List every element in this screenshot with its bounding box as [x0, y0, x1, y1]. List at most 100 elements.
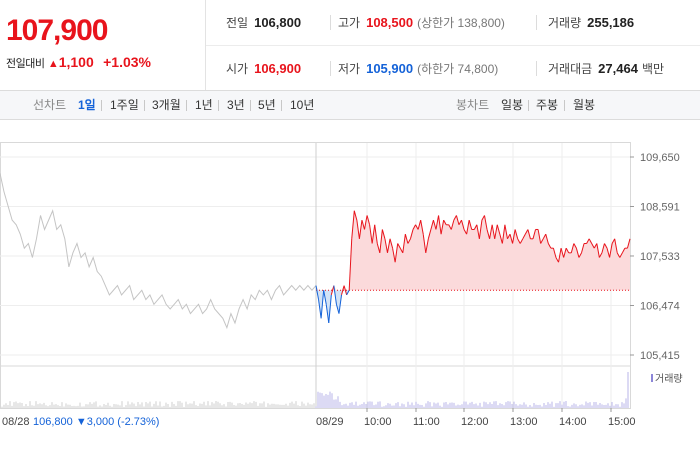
x-tick-label: 14:00	[559, 416, 587, 428]
price-line-segment	[369, 224, 373, 244]
price-line-segment	[499, 234, 503, 244]
price-line-segment	[458, 219, 462, 226]
tab-10year[interactable]: 10년	[290, 98, 315, 112]
price-line-segment	[335, 304, 340, 314]
stats-row: 시가 106,900 저가 105,900 (하한가 74,800) 거래대금 27,4…	[206, 45, 700, 91]
price-line-segment	[341, 285, 345, 296]
price-line-segment	[468, 219, 473, 230]
price-line-segment	[455, 215, 460, 225]
price-line-segment	[364, 215, 368, 230]
price-line-segment	[478, 220, 483, 239]
price-line-segment	[376, 243, 381, 253]
price-line-segment	[323, 290, 327, 305]
price-line-segment	[453, 215, 457, 221]
x-tick-label: 10:00	[364, 416, 392, 428]
price-line-segment	[619, 252, 623, 258]
price-line-segment	[486, 229, 491, 239]
price-line-segment	[409, 229, 414, 239]
price-line-segment	[537, 229, 542, 244]
price-line-segment	[540, 238, 544, 244]
price-line-segment	[614, 238, 618, 253]
price-line-segment	[333, 285, 337, 305]
price-line-segment	[430, 219, 434, 230]
change-label: 전일대비	[6, 58, 45, 70]
price-line-segment	[545, 234, 549, 244]
price-line-segment	[381, 229, 386, 239]
price-line-segment	[392, 248, 396, 263]
up-area	[316, 210, 630, 291]
x-tick-label: 12:00	[461, 416, 489, 428]
tab-weekly-candle[interactable]: 주봉	[536, 98, 559, 112]
up-arrow-icon: ▲	[47, 58, 59, 70]
price-line-segment	[338, 294, 343, 314]
price-line-segment	[581, 243, 585, 253]
chart-period-tabs: 선차트 1일 1주일 3개월 1년 3년 5년 10년 봉차트 일봉 주봉 월봉	[0, 91, 700, 120]
price-line-segment	[384, 238, 388, 253]
price-line-segment	[563, 248, 567, 258]
price-line-segment	[422, 234, 427, 253]
tab-5year[interactable]: 5년	[258, 98, 276, 112]
price-line-segment	[343, 285, 348, 296]
price-change: 전일대비 ▲1,100 +1.03%	[6, 54, 151, 71]
price-line-segment	[565, 247, 570, 254]
tab-monthly-candle[interactable]: 월봉	[573, 98, 596, 112]
price-line-segment	[532, 229, 537, 239]
tab-3year[interactable]: 3년	[227, 98, 245, 112]
price-line-segment	[320, 290, 325, 319]
price-line-segment	[524, 229, 529, 235]
price-line-segment	[489, 224, 493, 239]
current-price: 107,900	[6, 14, 108, 47]
stat-prev-close: 전일 106,800	[226, 15, 302, 30]
price-line-segment	[542, 233, 547, 240]
price-line-segment	[496, 224, 501, 235]
tab-daily-candle[interactable]: 일봉	[501, 98, 524, 112]
tab-1week[interactable]: 1주일	[110, 98, 139, 112]
price-line-segment	[517, 238, 521, 244]
price-line-segment	[402, 234, 406, 253]
price-line-segment	[325, 304, 330, 324]
price-line-segment	[448, 224, 452, 230]
price-line-segment	[358, 220, 363, 239]
price-line-segment	[394, 243, 399, 263]
price-line-segment	[438, 215, 442, 235]
price-line-segment	[519, 238, 524, 244]
price-line-segment	[598, 252, 603, 258]
price-line-segment	[351, 210, 355, 239]
prev-day-line	[0, 173, 317, 330]
stat-trade-value: 거래대금 27,464 백만	[548, 61, 665, 76]
line-chart-label: 선차트	[33, 98, 67, 112]
quote-header: 107,900 전일대비 ▲1,100 +1.03% 전일 106,800 고가 1…	[0, 0, 700, 91]
price-line-segment	[481, 215, 485, 221]
price-line-segment	[443, 219, 447, 226]
price-line-segment	[616, 252, 621, 258]
price-line-segment	[578, 252, 582, 258]
price-line-segment	[407, 238, 411, 244]
price-line-segment	[509, 234, 514, 244]
price-line-segment	[575, 248, 580, 258]
price-line-segment	[389, 238, 394, 249]
tab-1day[interactable]: 1일	[78, 98, 96, 112]
prev-day-summary: 106,800 ▼3,000 (-2.73%)	[33, 416, 159, 428]
price-line-segment	[609, 243, 613, 258]
tab-3month[interactable]: 3개월	[152, 98, 181, 112]
price-line-segment	[473, 224, 478, 230]
price-line-segment	[611, 238, 616, 244]
y-tick-label: 108,591	[640, 202, 680, 214]
plot-frame	[0, 142, 631, 409]
price-line-segment	[397, 243, 401, 249]
price-line-segment	[412, 224, 416, 230]
price-line-segment	[386, 238, 391, 253]
price-line-segment	[604, 243, 608, 249]
price-line-segment	[425, 238, 429, 253]
price-line-segment	[527, 229, 531, 239]
price-line-segment	[374, 224, 378, 244]
stat-volume: 거래량 255,186	[548, 15, 635, 30]
x-tick-label: 08/28	[2, 416, 30, 428]
price-line-segment	[501, 224, 506, 244]
y-tick-label: 107,533	[640, 251, 680, 263]
stat-low: 저가 105,900 (하한가 74,800)	[338, 61, 499, 76]
tab-1year[interactable]: 1년	[195, 98, 213, 112]
price-line-segment	[361, 219, 365, 230]
x-tick-label: 15:00	[608, 416, 636, 428]
